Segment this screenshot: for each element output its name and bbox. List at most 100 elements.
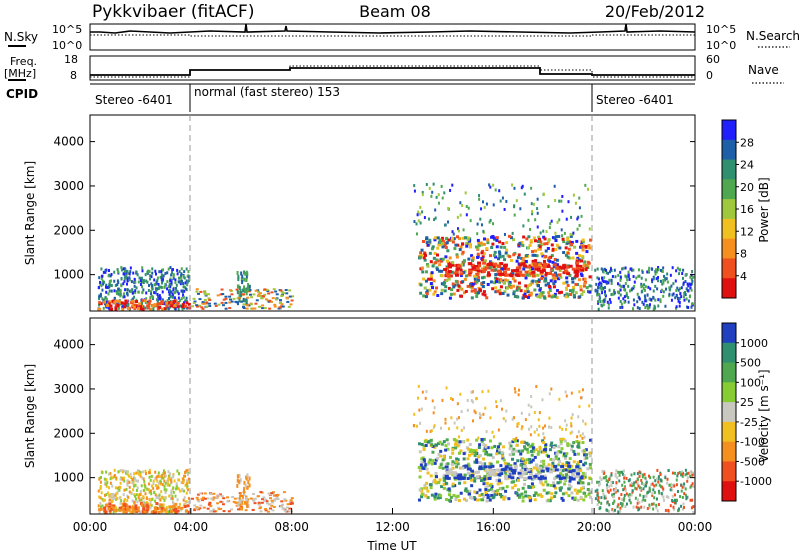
scatter-cell [656,468,659,472]
scatter-cell [567,474,571,478]
scatter-cell [259,510,263,513]
colorbar-tick-label: -25 [740,416,758,429]
scatter-cell [512,416,515,420]
scatter-cell [162,268,165,272]
scatter-cell [180,274,183,278]
scatter-cell [203,292,207,295]
scatter-cell [521,273,526,277]
scatter-cell [468,450,472,454]
scatter-cell [577,442,581,446]
scatter-cell [530,395,533,399]
scatter-cell [525,237,529,241]
scatter-cell [164,282,167,286]
scatter-cell [657,275,660,279]
scatter-cell [134,504,138,508]
scatter-cell [469,245,473,249]
scatter-cell [446,462,450,466]
scatter-cell [459,274,463,278]
colorbar-segment [722,362,736,383]
scatter-cell [550,425,553,429]
scatter-cell [161,495,164,499]
scatter-cell [518,241,522,245]
scatter-cell [536,283,540,287]
scatter-cell [636,482,639,486]
scatter-cell [652,502,655,506]
scatter-cell [578,295,582,299]
scatter-cell [538,424,541,428]
scatter-cell [511,183,514,187]
scatter-cell [419,205,422,209]
scatter-cell [436,236,440,240]
scatter-cell [467,257,471,261]
colorbar-segment [722,199,736,220]
scatter-cell [560,465,565,469]
scatter-cell [690,305,693,309]
scatter-cell [621,504,624,508]
scatter-cell [572,460,576,464]
scatter-cell [239,293,242,298]
scatter-cell [498,189,501,193]
scatter-cell [511,471,516,475]
scatter-cell [238,293,241,298]
scatter-cell [229,289,233,292]
scatter-cell [549,483,553,487]
scatter-cell [568,289,572,293]
scatter-cell [476,238,480,242]
scatter-cell [604,476,607,480]
scatter-cell [478,454,482,458]
scatter-cell [521,466,525,470]
scatter-cell [139,490,142,494]
scatter-cell [474,411,477,415]
scatter-cell [566,240,570,244]
scatter-cell [644,494,647,498]
scatter-cell [417,384,420,388]
scatter-cell [421,456,425,460]
scatter-cell [163,285,166,289]
scatter-cell [499,472,504,476]
scatter-cell [125,503,129,507]
scatter-cell [522,459,526,463]
scatter-cell [183,289,186,293]
x-tick-label: 00:00 [73,520,108,534]
scatter-cell [456,402,459,406]
scatter-cell [456,227,459,231]
colorbar-segment [722,421,736,443]
scatter-cell [436,456,440,460]
scatter-cell [426,471,430,475]
scatter-cell [550,243,554,247]
scatter-cell [128,278,131,282]
scatter-cell [566,442,570,446]
scatter-cell [166,271,169,275]
scatter-cell [146,306,150,310]
scatter-cell [580,245,584,249]
scatter-cell [182,498,185,502]
scatter-cell [533,430,536,434]
scatter-cell [152,486,155,490]
scatter-cell [478,288,482,292]
scatter-cell [130,280,133,284]
scatter-cell [538,288,542,292]
scatter-cell [494,268,498,272]
scatter-cell [642,286,645,290]
scatter-cell [686,476,689,480]
scatter-cell [584,494,588,498]
scatter-cell [444,462,448,466]
scatter-cell [690,484,693,488]
scatter-cell [511,440,515,444]
scatter-cell [248,289,252,292]
scatter-cell [651,267,654,271]
scatter-cell [139,471,142,475]
scatter-cell [248,476,251,481]
scatter-cell [511,452,515,456]
scatter-cell [692,275,695,279]
scatter-cell [664,474,667,478]
scatter-cell [627,284,630,288]
scatter-cell [528,427,531,431]
scatter-cell [532,466,536,470]
scatter-cell [183,304,187,308]
scatter-cell [515,439,519,443]
nsearch-trace [90,34,695,37]
scatter-cell [645,494,648,498]
scatter-cell [418,212,421,216]
scatter-cell [574,475,579,479]
